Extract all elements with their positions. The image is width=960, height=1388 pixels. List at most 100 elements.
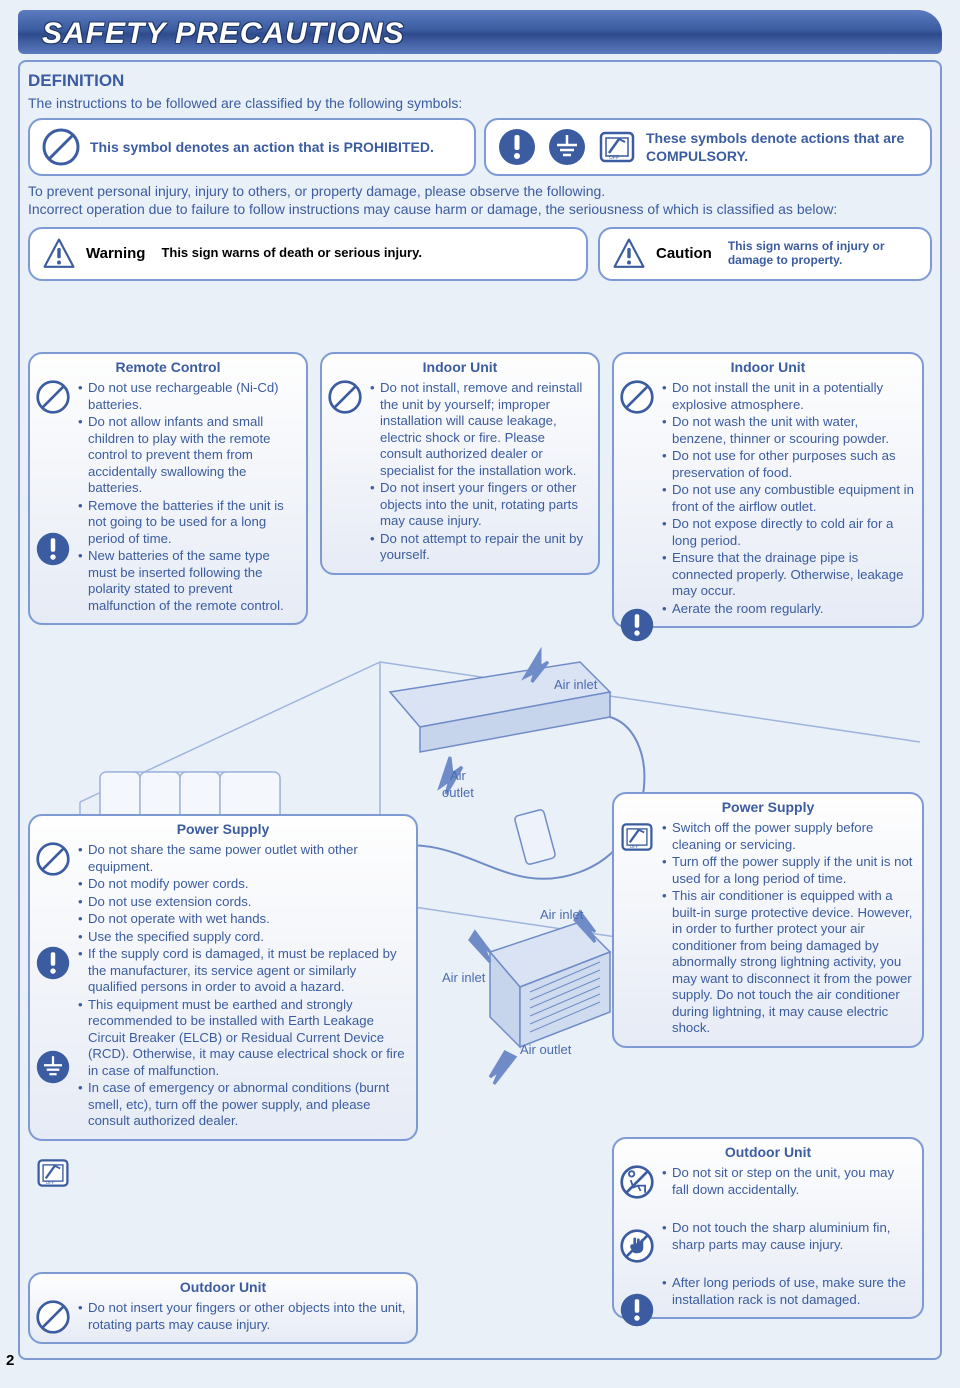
box-list: Switch off the power supply before clean… — [662, 820, 914, 1037]
list-item: Do not install the unit in a potentially… — [662, 380, 914, 413]
label-air-outlet-mid: Airoutlet — [442, 768, 474, 802]
label-air-outlet-bot: Air outlet — [520, 1042, 571, 1059]
list-item: Do not operate with wet hands. — [78, 911, 408, 928]
prohibited-text: This symbol denotes an action that is PR… — [90, 138, 434, 156]
list-item: Do not modify power cords. — [78, 876, 408, 893]
label-air-inlet-mid1: Air inlet — [540, 907, 583, 924]
exclaim-icon — [496, 126, 538, 168]
label-air-inlet-mid2: Air inlet — [442, 970, 485, 987]
list-item: Do not attempt to repair the unit by you… — [370, 531, 590, 564]
box-remote-control: Remote Control Do not use rechargeable (… — [28, 352, 308, 625]
warning-triangle-icon — [42, 237, 76, 271]
warning-row: Warning This sign warns of death or seri… — [28, 227, 932, 281]
list-item: Use the specified supply cord. — [78, 929, 408, 946]
box-list: Do not install, remove and reinstall the… — [370, 380, 590, 564]
warning-card: Warning This sign warns of death or seri… — [28, 227, 588, 281]
list-item: Turn off the power supply if the unit is… — [662, 854, 914, 887]
list-item: This equipment must be earthed and stron… — [78, 997, 408, 1080]
compulsory-card: These symbols denote actions that are CO… — [484, 118, 932, 176]
list-item: After long periods of use, make sure the… — [662, 1275, 914, 1308]
box-outdoor-1: Outdoor Unit Do not insert your fingers … — [28, 1272, 418, 1344]
box-remote-icons — [34, 378, 72, 568]
header-bar: SAFETY PRECAUTIONS — [18, 10, 942, 54]
definition-heading: DEFINITION — [28, 70, 932, 92]
list-item: Do not use extension cords. — [78, 894, 408, 911]
warning-desc: This sign warns of death or serious inju… — [161, 245, 422, 262]
caution-desc: This sign warns of injury or damage to p… — [728, 240, 918, 268]
prohibit-icon — [34, 378, 72, 416]
box-outdoor-2: Outdoor Unit Do not sit or step on the u… — [612, 1137, 924, 1319]
box-list: Do not install the unit in a potentially… — [662, 380, 914, 617]
list-item: Do not insert your fingers or other obje… — [370, 480, 590, 530]
list-item: Switch off the power supply before clean… — [662, 820, 914, 853]
box-outdoor2-icons — [618, 1163, 656, 1329]
exclaim-icon — [618, 1291, 656, 1329]
box-title: Power Supply — [622, 798, 914, 816]
compulsory-text: These symbols denote actions that are CO… — [646, 129, 920, 165]
main-outline: DEFINITION The instructions to be follow… — [18, 60, 942, 1360]
prohibit-icon — [40, 126, 82, 168]
list-item: Do not wash the unit with water, benzene… — [662, 414, 914, 447]
ground-icon — [546, 126, 588, 168]
list-item: If the supply cord is damaged, it must b… — [78, 946, 408, 996]
list-item: Do not allow infants and small children … — [78, 414, 298, 497]
list-item: Do not touch the sharp aluminium fin, sh… — [662, 1220, 914, 1253]
note-line-2: Incorrect operation due to failure to fo… — [28, 201, 837, 217]
page: SAFETY PRECAUTIONS DEFINITION The instru… — [0, 0, 960, 1378]
box-list: Do not insert your fingers or other obje… — [78, 1300, 408, 1333]
exclaim-icon — [34, 530, 72, 568]
prohibit-icon — [326, 378, 364, 416]
switch-icon — [34, 1154, 72, 1192]
definition-note: To prevent personal injury, injury to ot… — [28, 182, 932, 218]
exclaim-icon — [618, 606, 656, 644]
nosit-icon — [618, 1163, 656, 1201]
box-indoor-1: Indoor Unit Do not install, remove and r… — [320, 352, 600, 575]
symbol-row: This symbol denotes an action that is PR… — [28, 118, 932, 176]
definition-block: DEFINITION The instructions to be follow… — [28, 70, 932, 281]
box-title: Outdoor Unit — [622, 1143, 914, 1161]
box-power-2: Power Supply Switch off the power supply… — [612, 792, 924, 1048]
box-list: Do not share the same power outlet with … — [78, 842, 408, 1130]
ground-icon — [34, 1048, 72, 1086]
definition-intro: The instructions to be followed are clas… — [28, 94, 932, 112]
box-list: Do not use rechargeable (Ni-Cd) batterie… — [78, 380, 298, 614]
list-item: New batteries of the same type must be i… — [78, 548, 298, 614]
prohibit-icon — [618, 378, 656, 416]
list-item: Do not expose directly to cold air for a… — [662, 516, 914, 549]
list-item: This air conditioner is equipped with a … — [662, 888, 914, 1037]
caution-label: Caution — [656, 244, 712, 264]
box-list: Do not sit or step on the unit, you may … — [662, 1165, 914, 1308]
list-item: Do not use any combustible equipment in … — [662, 482, 914, 515]
box-power1-icons — [34, 840, 72, 1192]
box-indoor-2: Indoor Unit Do not install the unit in a… — [612, 352, 924, 628]
list-item: Do not share the same power outlet with … — [78, 842, 408, 875]
box-title: Indoor Unit — [622, 358, 914, 376]
note-line-1: To prevent personal injury, injury to ot… — [28, 183, 605, 199]
prohibit-icon — [34, 840, 72, 878]
list-item: Aerate the room regularly. — [662, 601, 914, 618]
box-indoor1-icons — [326, 378, 364, 416]
caution-triangle-icon — [612, 237, 646, 271]
box-title: Remote Control — [38, 358, 298, 376]
list-item: Do not use rechargeable (Ni-Cd) batterie… — [78, 380, 298, 413]
box-outdoor1-icons — [34, 1298, 72, 1336]
switch-icon — [618, 818, 656, 856]
switch-icon — [596, 126, 638, 168]
box-indoor2-icons — [618, 378, 656, 644]
list-item: Remove the batteries if the unit is not … — [78, 498, 298, 548]
list-item: Ensure that the drainage pipe is connect… — [662, 550, 914, 600]
list-item: Do not insert your fingers or other obje… — [78, 1300, 408, 1333]
box-title: Indoor Unit — [330, 358, 590, 376]
list-item: Do not install, remove and reinstall the… — [370, 380, 590, 479]
list-item: Do not sit or step on the unit, you may … — [662, 1165, 914, 1198]
notouch-icon — [618, 1227, 656, 1265]
list-item: Do not use for other purposes such as pr… — [662, 448, 914, 481]
warning-label: Warning — [86, 244, 145, 264]
box-power2-icons — [618, 818, 656, 856]
page-number: 2 — [6, 1351, 14, 1371]
caution-card: Caution This sign warns of injury or dam… — [598, 227, 932, 281]
box-power-1: Power Supply Do not share the same power… — [28, 814, 418, 1141]
label-air-inlet-top: Air inlet — [554, 677, 597, 694]
prohibited-card: This symbol denotes an action that is PR… — [28, 118, 476, 176]
exclaim-icon — [34, 944, 72, 982]
